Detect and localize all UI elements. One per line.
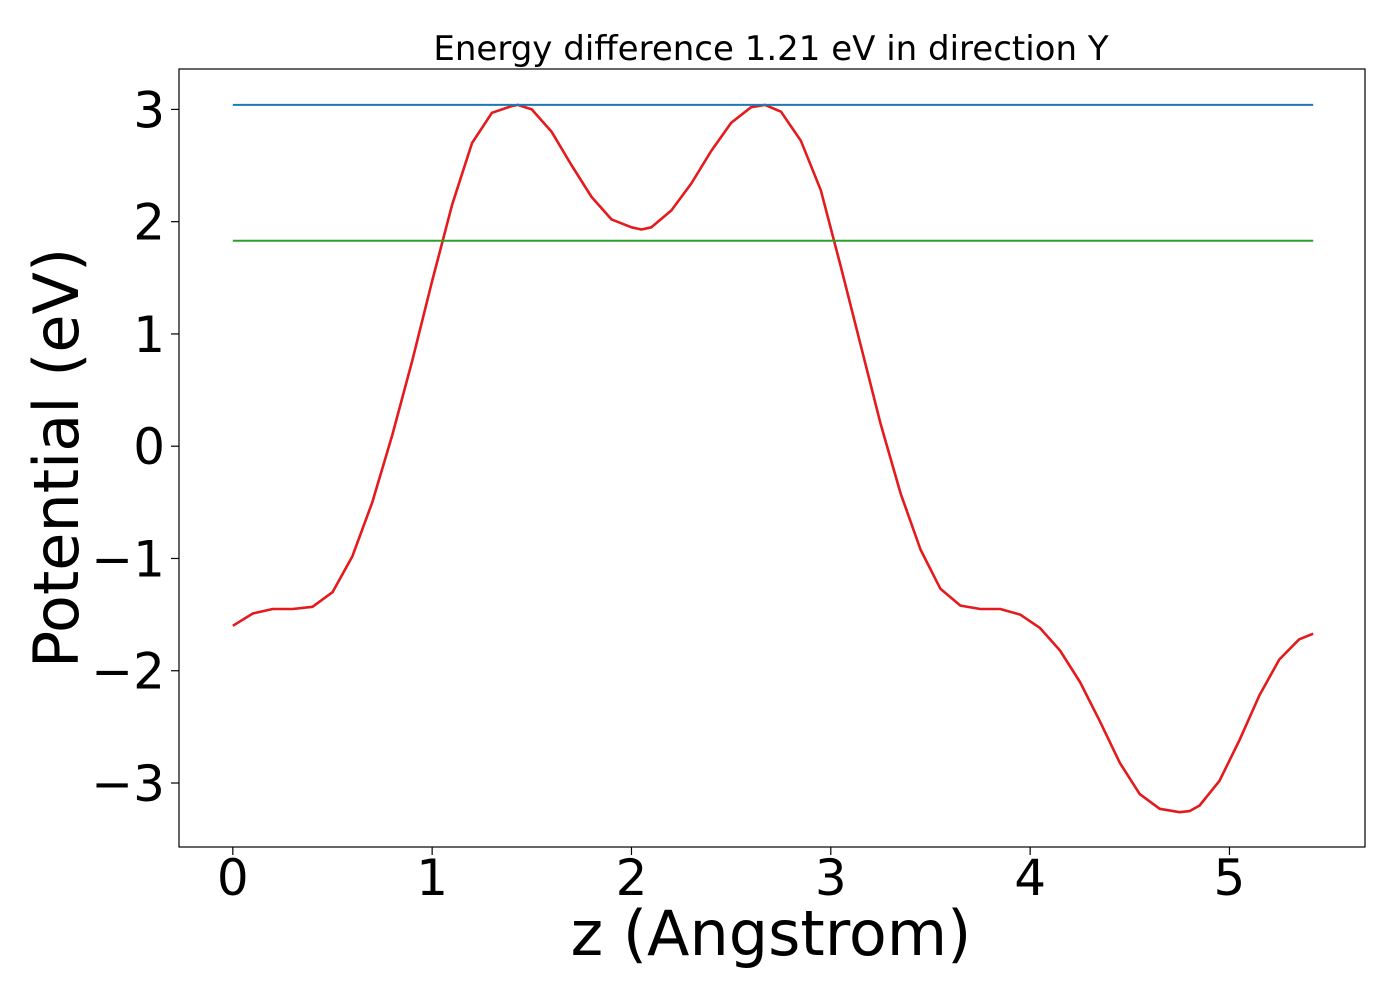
y-tick-label: 1 bbox=[133, 306, 165, 364]
potential-line bbox=[232, 103, 1314, 814]
y-tick-label: 3 bbox=[133, 81, 165, 139]
x-tick-label: 2 bbox=[616, 849, 648, 907]
plot-area-frame bbox=[178, 68, 1366, 848]
y-tick-label: −1 bbox=[91, 530, 165, 588]
y-tick-label: −2 bbox=[91, 643, 165, 701]
y-axis-label: Potential (eV) bbox=[20, 248, 93, 668]
x-axis-label: z (Angstrom) bbox=[571, 897, 972, 970]
x-tick-label: 1 bbox=[416, 849, 448, 907]
x-tick-label: 5 bbox=[1214, 849, 1246, 907]
x-tick-label: 4 bbox=[1014, 849, 1046, 907]
x-tick-label: 0 bbox=[217, 849, 249, 907]
series-layer bbox=[232, 103, 1314, 814]
y-tick-label: 0 bbox=[133, 418, 165, 476]
y-tick-label: 2 bbox=[133, 194, 165, 252]
chart-title: Energy difference 1.21 eV in direction Y bbox=[433, 29, 1108, 69]
x-tick-label: 3 bbox=[815, 849, 847, 907]
y-tick-label: −3 bbox=[91, 755, 165, 813]
ticks-layer: 0 1 2 3 4 5 −3 −2 −1 0 1 2 3 bbox=[91, 81, 1245, 907]
